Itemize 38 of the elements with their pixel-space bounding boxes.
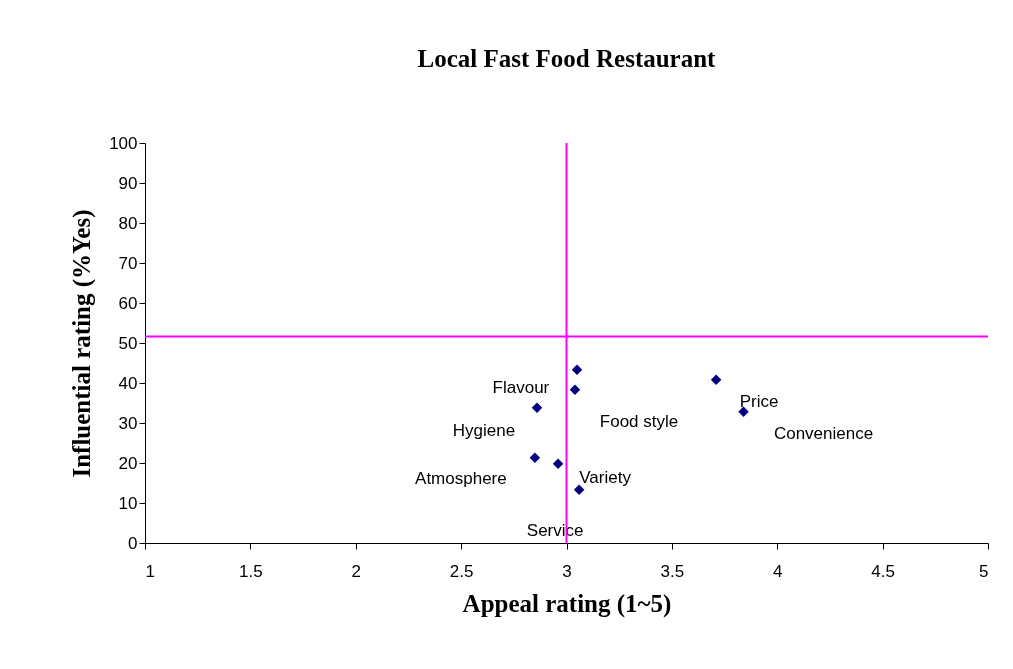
y-tick-label: 70 (118, 253, 138, 273)
data-label: Atmosphere (415, 468, 507, 488)
y-tick-label: 10 (118, 493, 138, 513)
y-tick-label: 40 (118, 373, 138, 393)
x-tick-label: 4.5 (871, 561, 895, 581)
data-label: Price (739, 391, 779, 411)
point (529, 452, 541, 464)
chart-title: Local Fast Food Restaurant (417, 45, 717, 72)
y-tick-label: 30 (118, 413, 138, 433)
y-tick-label: 50 (118, 333, 138, 353)
x-axis-title: Appeal rating (1~5) (462, 589, 672, 618)
y-tick-label: 100 (109, 133, 138, 153)
data-label: Food style (599, 411, 679, 431)
x-tick-label: 2 (351, 561, 361, 581)
data-label: Flavour (492, 377, 550, 397)
y-tick-label: 60 (118, 293, 138, 313)
x-tick-label: 3.5 (660, 561, 685, 581)
y-tick-label: 90 (118, 173, 138, 193)
y-axis-title: Influential rating (%Yes) (68, 209, 97, 478)
point (552, 458, 564, 470)
x-tick-label: 1 (145, 561, 155, 581)
data-label: Hygiene (452, 420, 516, 440)
x-tick-label: 4 (773, 561, 783, 581)
x-tick-label: 1.5 (239, 561, 263, 581)
x-tick-label: 5 (979, 561, 989, 581)
point (571, 364, 583, 376)
x-tick-label: 2.5 (449, 561, 474, 581)
point (531, 402, 543, 414)
point (569, 384, 581, 396)
y-tick-label: 80 (118, 213, 138, 233)
y-tick-label: 20 (118, 453, 138, 473)
y-tick-label: 0 (128, 533, 138, 553)
point (710, 374, 722, 386)
x-tick-label: 3 (562, 561, 572, 581)
data-label: Convenience (773, 423, 874, 443)
data-label: Variety (579, 467, 632, 487)
point (573, 484, 585, 496)
point (738, 406, 749, 418)
